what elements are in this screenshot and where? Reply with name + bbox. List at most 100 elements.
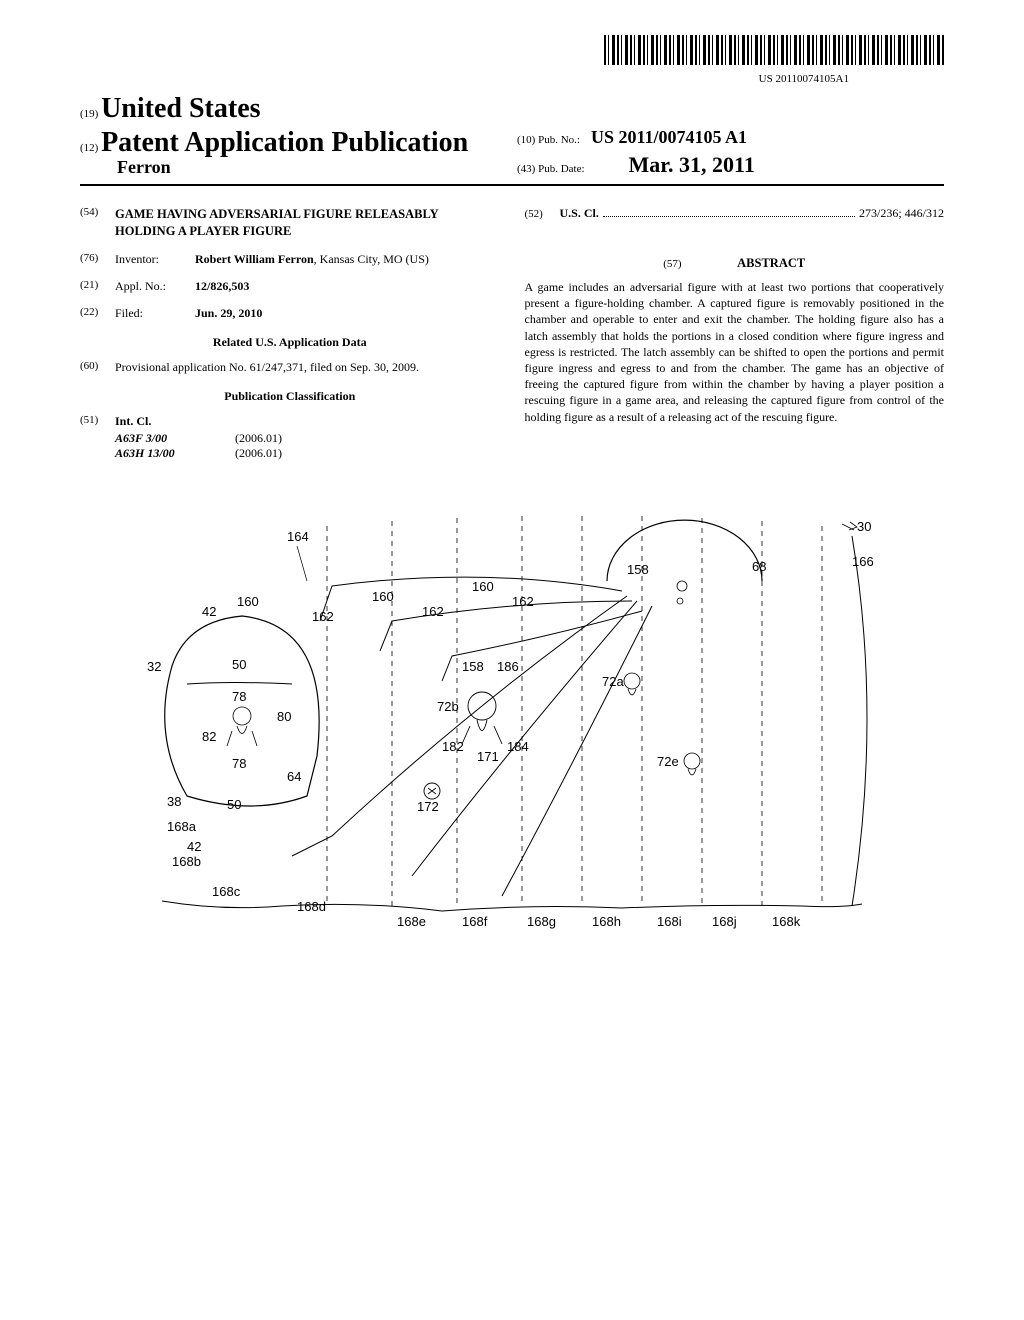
header-left: (19) United States (12) Patent Applicati…: [80, 93, 507, 178]
country-code: (19): [80, 108, 98, 120]
filed-row: (22) Filed: Jun. 29, 2010: [80, 306, 500, 321]
related-heading: Related U.S. Application Data: [80, 335, 500, 350]
ref-72b: 72b: [437, 699, 459, 714]
appl-row: (21) Appl. No.: 12/826,503: [80, 279, 500, 294]
inventor-name: Robert William Ferron: [195, 252, 314, 266]
filed-label: Filed:: [115, 306, 195, 321]
ref-168a: 168a: [167, 819, 197, 834]
intcl-code: (51): [80, 414, 115, 426]
title-code: (54): [80, 206, 115, 218]
pub-no-code: (10): [517, 134, 535, 146]
patent-title: GAME HAVING ADVERSARIAL FIGURE RELEASABL…: [115, 206, 500, 240]
ref-162r: 162: [512, 594, 534, 609]
barcode-area: [80, 35, 944, 70]
intcl-code-0: A63F 3/00: [115, 431, 235, 446]
abstract-code: (57): [663, 258, 681, 270]
ref-158l: 158: [462, 659, 484, 674]
ref-168b: 168b: [172, 854, 201, 869]
provisional-code: (60): [80, 360, 115, 372]
ref-160m: 160: [372, 589, 394, 604]
uscl-row: (52) U.S. Cl. 273/236; 446/312: [525, 206, 945, 221]
ref-168i: 168i: [657, 914, 682, 929]
ref-166: 166: [852, 554, 874, 569]
ref-168e: 168e: [397, 914, 426, 929]
ref-50t: 50: [232, 657, 246, 672]
inventor-value: Robert William Ferron, Kansas City, MO (…: [195, 252, 500, 267]
ref-160r: 160: [472, 579, 494, 594]
barcode-graphic: [604, 35, 944, 65]
ref-164: 164: [287, 529, 309, 544]
intcl-row-1: A63H 13/00 (2006.01): [80, 446, 500, 461]
ref-38: 38: [167, 794, 181, 809]
ref-168d: 168d: [297, 899, 326, 914]
barcode-number: US 20110074105A1: [80, 73, 944, 85]
ref-64: 64: [287, 769, 301, 784]
inventor-label: Inventor:: [115, 252, 195, 267]
ref-158r: 158: [627, 562, 649, 577]
country-name: United States: [101, 93, 260, 124]
ref-182: 182: [442, 739, 464, 754]
ref-162m: 162: [422, 604, 444, 619]
ref-42b: 42: [187, 839, 201, 854]
header-right: (10) Pub. No.: US 2011/0074105 A1 (43) P…: [507, 127, 944, 178]
provisional-text: Provisional application No. 61/247,371, …: [115, 360, 500, 375]
pub-type: Patent Application Publication: [101, 127, 468, 158]
ref-82: 82: [202, 729, 216, 744]
abstract-label: ABSTRACT: [737, 256, 805, 270]
uscl-value: 273/236; 446/312: [859, 206, 944, 221]
pub-type-code: (12): [80, 142, 98, 154]
pub-no-line: (10) Pub. No.: US 2011/0074105 A1: [517, 127, 944, 148]
ref-168g: 168g: [527, 914, 556, 929]
appl-label: Appl. No.:: [115, 279, 195, 294]
ref-72a: 72a: [602, 674, 624, 689]
pub-no-label: Pub. No.:: [538, 134, 580, 146]
inventor-row: (76) Inventor: Robert William Ferron, Ka…: [80, 252, 500, 267]
abstract-text: A game includes an adversarial figure wi…: [525, 279, 945, 425]
body-columns: (54) GAME HAVING ADVERSARIAL FIGURE RELE…: [80, 206, 944, 461]
ref-172: 172: [417, 799, 439, 814]
intcl-header-row: (51) Int. Cl.: [80, 414, 500, 429]
ref-168c: 168c: [212, 884, 241, 899]
filed-code: (22): [80, 306, 115, 318]
pub-date-line: (43) Pub. Date: Mar. 31, 2011: [517, 152, 944, 178]
ref-72e: 72e: [657, 754, 679, 769]
uscl-code: (52): [525, 208, 560, 220]
appl-no: 12/826,503: [195, 279, 500, 294]
intcl-code-1: A63H 13/00: [115, 446, 235, 461]
ref-78t: 78: [232, 689, 246, 704]
uscl-dots: [603, 206, 855, 217]
ref-162l: 162: [312, 609, 334, 624]
ref-68: 68: [752, 559, 766, 574]
ref-80: 80: [277, 709, 291, 724]
figure-svg: 164 42 160 162 160 162 160 162 158 158 6…: [132, 506, 892, 946]
inventor-loc: , Kansas City, MO (US): [314, 252, 429, 266]
provisional-row: (60) Provisional application No. 61/247,…: [80, 360, 500, 375]
inventor-surname: Ferron: [80, 157, 507, 178]
pubclass-heading: Publication Classification: [80, 389, 500, 404]
pub-date-label: Pub. Date:: [538, 163, 584, 175]
ref-42: 42: [202, 604, 216, 619]
intcl-year-1: (2006.01): [235, 446, 282, 461]
right-column: (52) U.S. Cl. 273/236; 446/312 x (57) AB…: [525, 206, 945, 461]
intcl-year-0: (2006.01): [235, 431, 282, 446]
ref-186: 186: [497, 659, 519, 674]
ref-50b: 50: [227, 797, 241, 812]
ref-labels: 164 42 160 162 160 162 160 162 158 158 6…: [147, 519, 874, 929]
pub-type-line: (12) Patent Application Publication: [80, 127, 507, 159]
uscl-label: U.S. Cl.: [560, 206, 599, 221]
ref-168f: 168f: [462, 914, 488, 929]
ref-184: 184: [507, 739, 529, 754]
intcl-label: Int. Cl.: [115, 414, 500, 429]
country-line: (19) United States: [80, 93, 507, 125]
title-row: (54) GAME HAVING ADVERSARIAL FIGURE RELE…: [80, 206, 500, 240]
ref-168j: 168j: [712, 914, 737, 929]
ref-171: 171: [477, 749, 499, 764]
patent-page: US 20110074105A1 (19) United States (12)…: [0, 0, 1024, 991]
header: (19) United States (12) Patent Applicati…: [80, 93, 944, 186]
appl-code: (21): [80, 279, 115, 291]
ref-168h: 168h: [592, 914, 621, 929]
ref-168k: 168k: [772, 914, 801, 929]
patent-figure: 164 42 160 162 160 162 160 162 158 158 6…: [80, 506, 944, 951]
pub-date: Mar. 31, 2011: [629, 152, 755, 177]
intcl-row-0: A63F 3/00 (2006.01): [80, 431, 500, 446]
